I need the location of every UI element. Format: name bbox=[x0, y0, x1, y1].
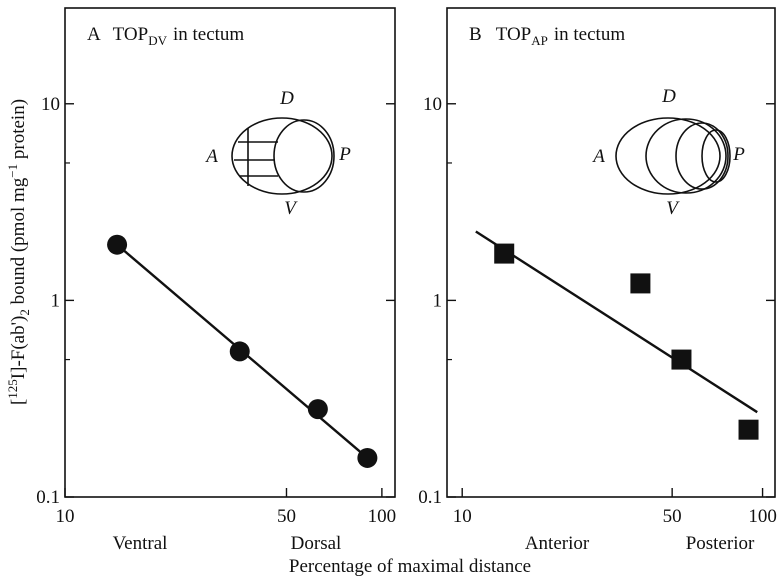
y-label-sup: 125 bbox=[5, 379, 20, 399]
diagram-a bbox=[232, 118, 334, 194]
x-tick-label: 100 bbox=[368, 506, 397, 527]
diagram-label: V bbox=[284, 198, 298, 219]
title-sub: AP bbox=[531, 33, 548, 48]
data-point bbox=[107, 235, 127, 255]
y-label-part: protein) bbox=[8, 99, 29, 164]
figure: [125I]-F(ab')2 bound (pmol mg−1 protein)… bbox=[0, 0, 777, 582]
axis-end-label: Dorsal bbox=[291, 533, 342, 554]
title-suffix: in tectum bbox=[173, 24, 244, 45]
data-point bbox=[230, 341, 250, 361]
y-tick-label: 10 bbox=[41, 94, 60, 115]
data-point bbox=[494, 244, 514, 264]
y-tick-label: 0.1 bbox=[418, 487, 442, 508]
axis-end-label: Ventral bbox=[113, 533, 168, 554]
diagram-label: P bbox=[338, 144, 351, 165]
data-point bbox=[308, 399, 328, 419]
x-tick-label: 10 bbox=[453, 506, 472, 527]
x-tick-label: 100 bbox=[748, 506, 777, 527]
data-point bbox=[671, 350, 691, 370]
x-tick-label: 50 bbox=[663, 506, 682, 527]
diagram-label: D bbox=[661, 86, 676, 107]
data-point bbox=[739, 420, 759, 440]
title-suffix: in tectum bbox=[554, 24, 625, 45]
data-point bbox=[357, 448, 377, 468]
y-label-part: bound (pmol mg bbox=[8, 177, 29, 309]
diagram-b bbox=[616, 118, 730, 194]
axis-end-label: Anterior bbox=[525, 533, 590, 554]
panel-letter: A bbox=[87, 24, 101, 45]
data-point bbox=[630, 273, 650, 293]
diagram-label: A bbox=[204, 146, 218, 167]
diagram-label: V bbox=[666, 198, 680, 219]
title-main: TOP bbox=[113, 24, 149, 45]
diagram-label: D bbox=[279, 88, 294, 109]
axis-end-label: Posterior bbox=[686, 533, 755, 554]
panel-title: B TOPAP in tectum bbox=[469, 24, 625, 48]
diagram-label: P bbox=[732, 144, 745, 165]
x-tick-label: 10 bbox=[56, 506, 75, 527]
y-tick-label: 1 bbox=[51, 290, 61, 311]
title-sub: DV bbox=[148, 33, 167, 48]
diagram-label: A bbox=[591, 146, 605, 167]
panel-title: A TOPDV in tectum bbox=[87, 24, 244, 48]
x-tick-label: 50 bbox=[277, 506, 296, 527]
panel-letter: B bbox=[469, 24, 482, 45]
y-label-sup: −1 bbox=[5, 164, 20, 178]
x-axis-label: Percentage of maximal distance bbox=[289, 556, 531, 577]
y-tick-label: 0.1 bbox=[36, 487, 60, 508]
y-tick-label: 10 bbox=[423, 94, 442, 115]
y-axis-label: [125I]-F(ab')2 bound (pmol mg−1 protein) bbox=[5, 99, 32, 405]
title-main: TOP bbox=[496, 24, 532, 45]
fit-line bbox=[476, 232, 757, 413]
y-label-part: I]-F(ab') bbox=[8, 316, 29, 380]
y-tick-label: 1 bbox=[433, 290, 443, 311]
